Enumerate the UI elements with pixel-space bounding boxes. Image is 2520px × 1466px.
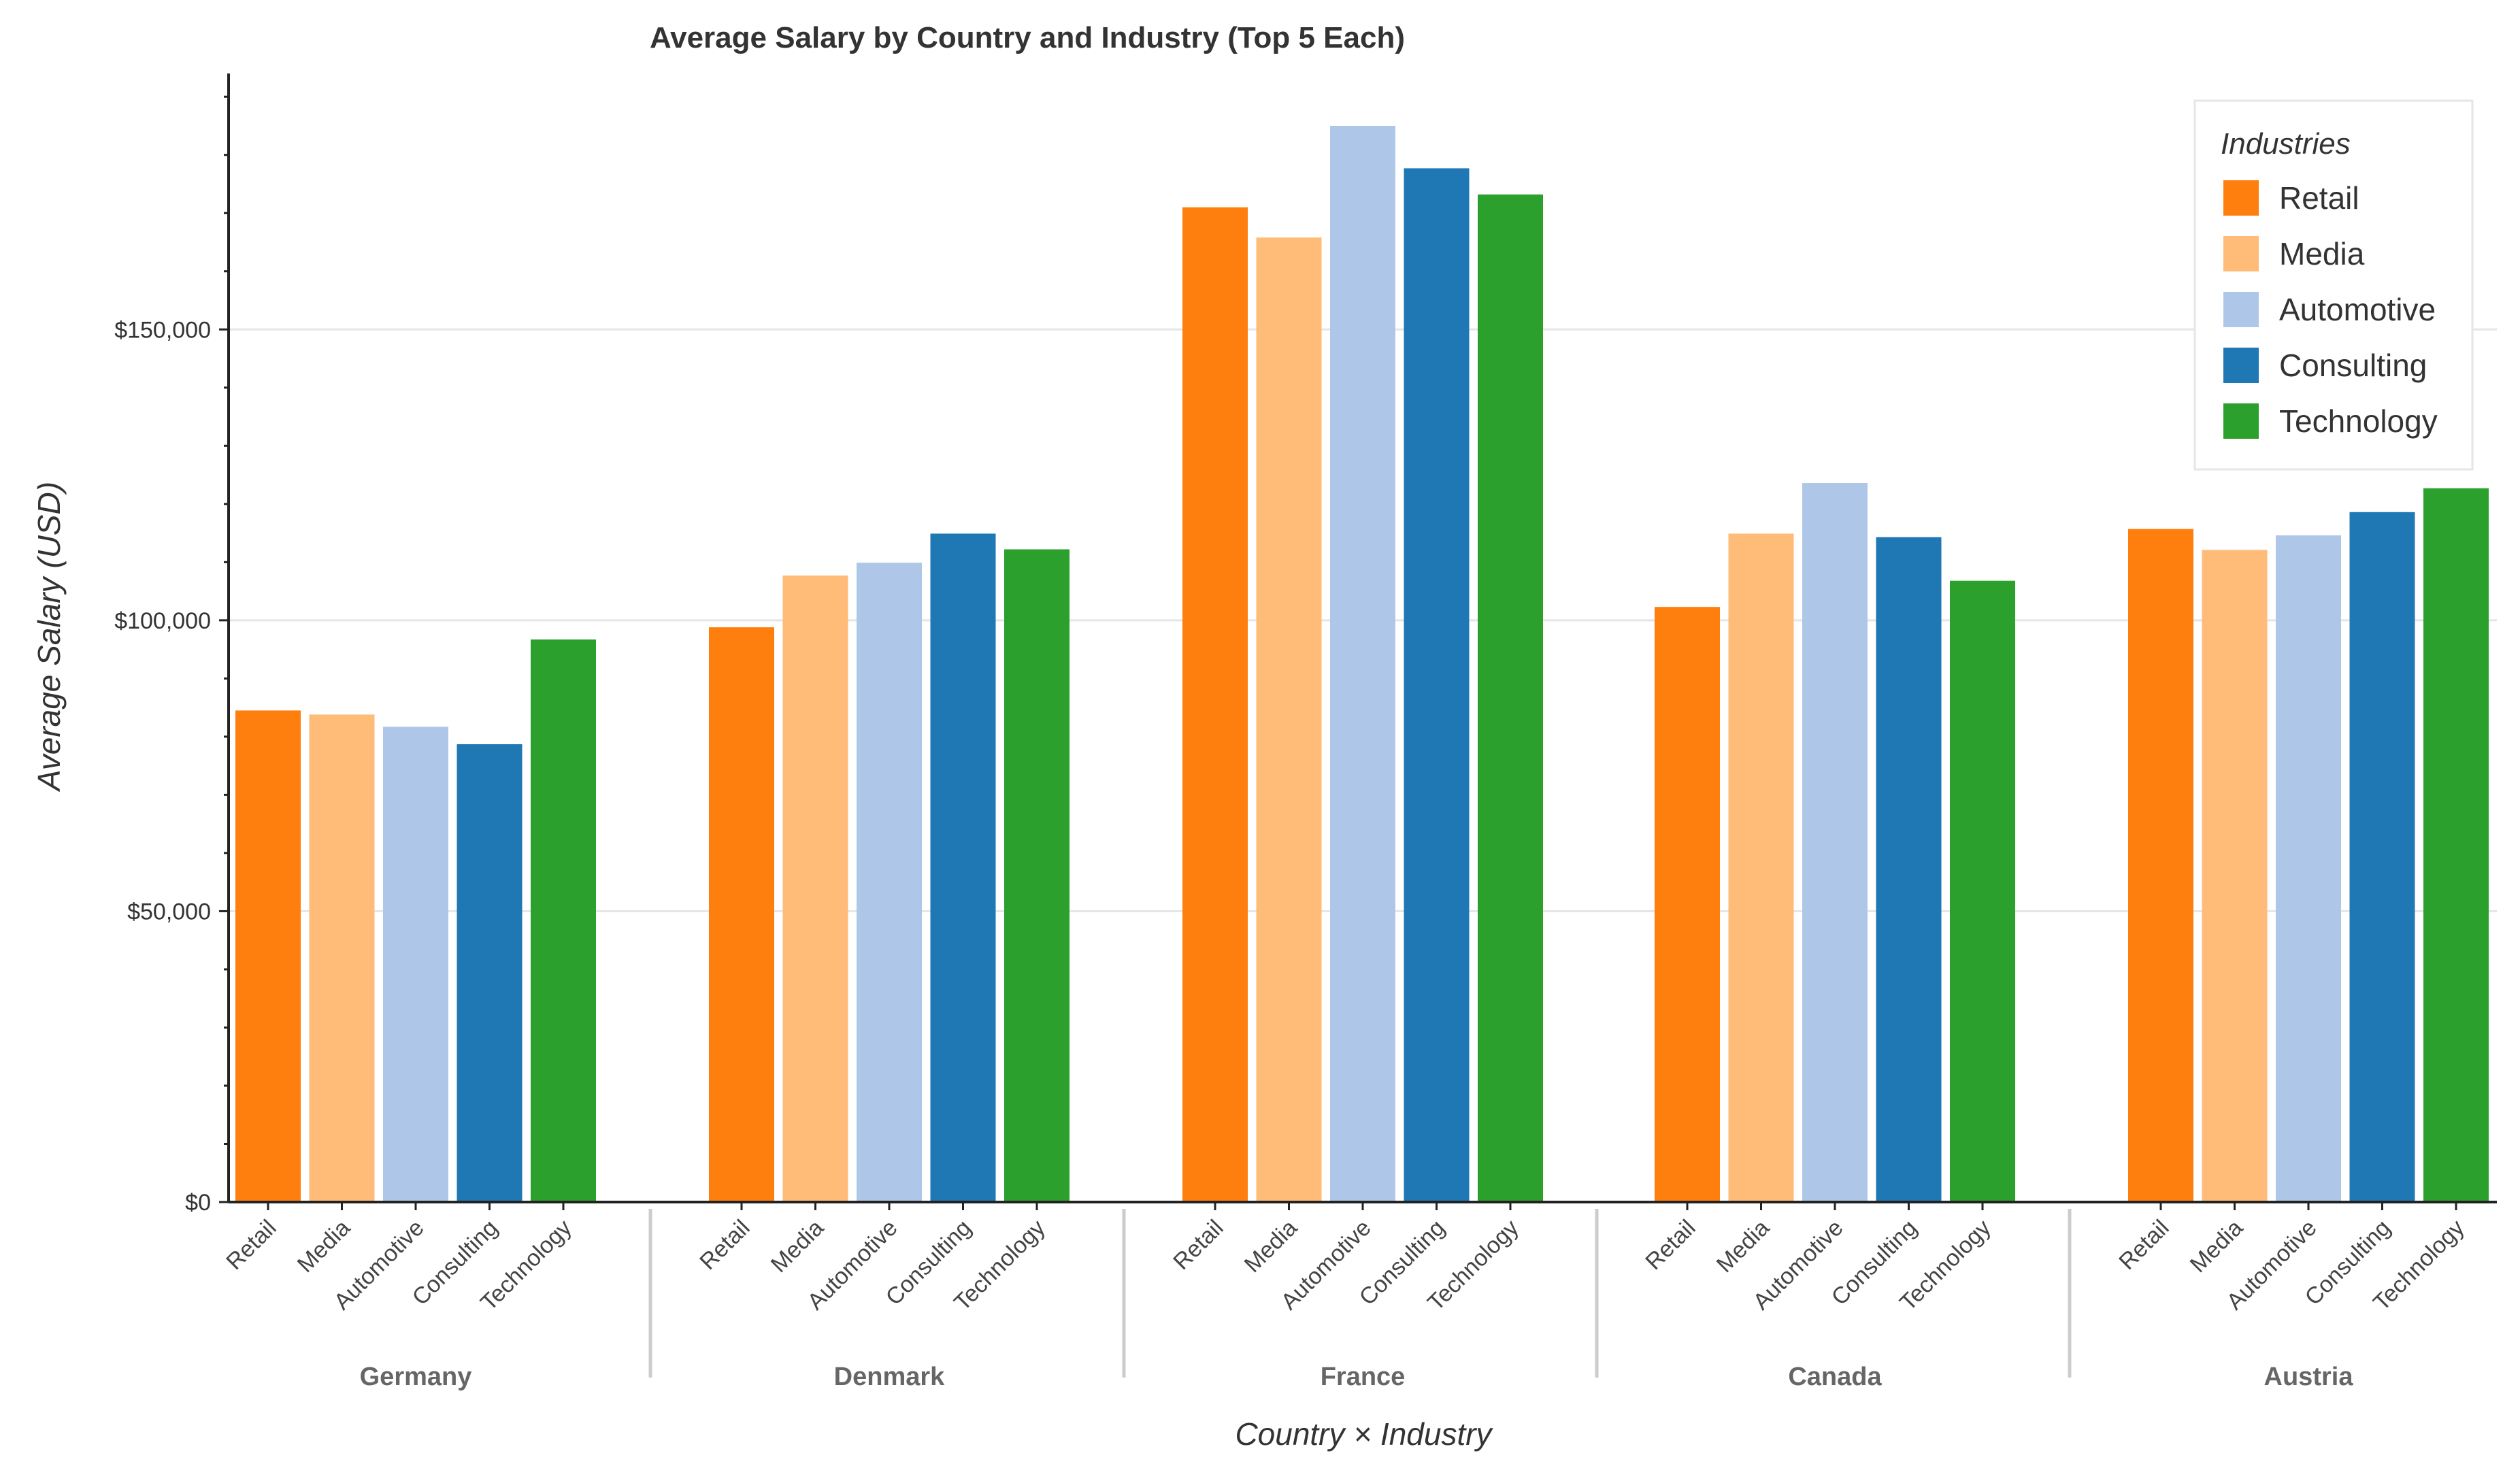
legend-swatch-consulting [2223, 348, 2259, 383]
legend-label-media: Media [2279, 236, 2365, 271]
legend-swatch-media [2223, 236, 2259, 271]
x-tick-label: Media [293, 1215, 355, 1278]
bar-denmark-consulting [930, 533, 996, 1202]
group-label-denmark: Denmark [834, 1363, 945, 1391]
bars [235, 125, 2489, 1203]
legend-items: Retail Media Automotive Consulting Technolog… [2223, 180, 2438, 439]
bar-canada-media [1728, 533, 1794, 1202]
bar-austria-retail [2128, 529, 2193, 1202]
bar-austria-technology [2423, 488, 2489, 1202]
x-tick-label: Retail [221, 1215, 281, 1275]
chart-title: Average Salary by Country and Industry (… [650, 21, 1405, 54]
y-tick-label: $50,000 [127, 899, 211, 924]
group-label-canada: Canada [1788, 1363, 1882, 1391]
bar-canada-retail [1655, 607, 1720, 1202]
x-tick-label: Media [766, 1215, 829, 1278]
legend: Industries Retail Media Automotive Consulti… [2193, 99, 2474, 471]
legend-label-automotive: Automotive [2279, 292, 2436, 327]
x-tick-label: Retail [2114, 1215, 2174, 1275]
bar-denmark-automotive [857, 563, 922, 1202]
x-tick-label: Media [1712, 1215, 1774, 1278]
group-label-austria: Austria [2264, 1363, 2354, 1391]
bar-denmark-technology [1004, 549, 1070, 1202]
bar-france-automotive [1330, 125, 1395, 1203]
bar-canada-consulting [1876, 537, 1942, 1202]
group-label-france: France [1321, 1363, 1406, 1391]
bar-germany-consulting [457, 744, 523, 1202]
bar-germany-automotive [383, 727, 448, 1202]
bar-france-technology [1478, 194, 1543, 1202]
bar-france-media [1256, 237, 1322, 1203]
bar-france-retail [1182, 207, 1248, 1203]
legend-swatch-retail [2223, 180, 2259, 216]
legend-title: Industries [2221, 127, 2351, 161]
legend-label-consulting: Consulting [2279, 348, 2427, 383]
y-tick-label: $0 [185, 1190, 211, 1216]
bar-austria-automotive [2276, 535, 2341, 1202]
bar-denmark-media [782, 575, 848, 1202]
y-tick-label: $100,000 [114, 608, 211, 634]
x-tick-label: Retail [695, 1215, 755, 1275]
y-tick-label: $150,000 [114, 317, 211, 343]
x-axis-label: Country × Industry [1235, 1416, 1493, 1452]
bar-austria-consulting [2349, 512, 2415, 1202]
y-axis-label: Average Salary (USD) [31, 482, 67, 793]
x-tick-label: Retail [1168, 1215, 1228, 1275]
country-groups: Germany Denmark France Canada Austria [360, 1209, 2354, 1391]
bar-canada-automotive [1802, 483, 1868, 1203]
bar-germany-retail [235, 710, 301, 1202]
x-tick-label: Retail [1640, 1215, 1700, 1275]
legend-swatch-technology [2223, 403, 2259, 439]
x-tick-label: Media [2185, 1215, 2248, 1278]
bar-austria-media [2202, 550, 2268, 1202]
legend-swatch-automotive [2223, 292, 2259, 327]
legend-label-retail: Retail [2279, 180, 2359, 216]
bar-germany-media [309, 714, 375, 1202]
y-axis-ticks: $0 $50,000 $100,000 $150,000 [114, 95, 229, 1216]
bar-france-consulting [1404, 168, 1470, 1202]
bar-canada-technology [1950, 580, 2015, 1202]
x-axis-ticks: Retail MediaAutomotiveConsultingTechnolog… [221, 1202, 2470, 1316]
x-tick-label: Media [1240, 1215, 1302, 1278]
bar-denmark-retail [709, 627, 774, 1202]
bar-germany-technology [531, 639, 596, 1202]
legend-label-technology: Technology [2279, 403, 2438, 439]
group-label-germany: Germany [360, 1363, 472, 1391]
